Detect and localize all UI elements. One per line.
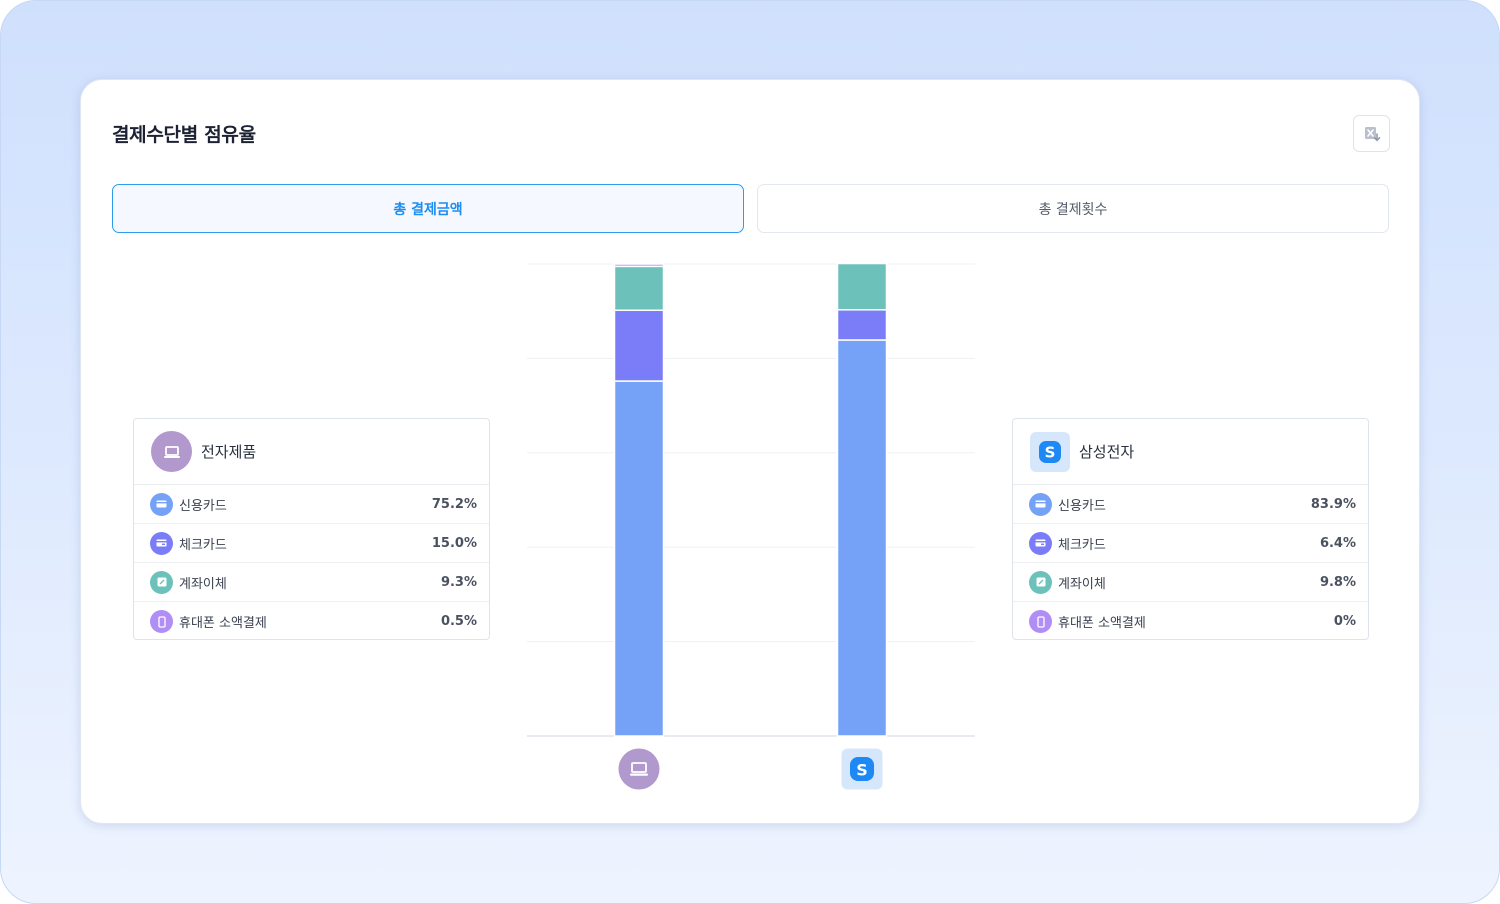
legend-row-credit: 신용카드 75.2%: [134, 485, 489, 524]
row-value: 83.9%: [1310, 496, 1356, 512]
bar-segment[interactable]: [613, 263, 665, 268]
legend-header: 전자제품: [134, 419, 489, 485]
row-label: 계좌이체: [1058, 576, 1106, 592]
legend-electronics: 전자제품 신용카드 75.2% 체크카드 15.0% 계좌이체 9.3%: [133, 418, 490, 640]
row-value: 0.5%: [440, 614, 477, 629]
row-label: 계좌이체: [179, 576, 227, 592]
row-value: 0%: [1333, 614, 1356, 629]
legend-row-transfer: 계좌이체 9.8%: [1013, 563, 1368, 602]
row-label: 휴대폰 소액결제: [1058, 616, 1146, 631]
merchant-name: 삼성전자: [1079, 443, 1135, 461]
credit-card-icon: [1029, 492, 1052, 516]
bar-segment[interactable]: [836, 339, 888, 737]
row-value: 15.0%: [431, 535, 477, 551]
samsung-s-icon: S: [1030, 431, 1070, 472]
excel-export-button[interactable]: [1353, 115, 1390, 152]
row-value: 75.2%: [431, 496, 477, 512]
row-label: 체크카드: [1058, 537, 1106, 553]
bar-segment[interactable]: [613, 309, 665, 382]
row-value: 9.3%: [440, 574, 477, 590]
row-value: 6.4%: [1319, 535, 1356, 551]
row-label: 체크카드: [179, 537, 227, 553]
tab-total-count[interactable]: 총 결제횟수: [757, 184, 1389, 233]
bar-segment[interactable]: [613, 265, 665, 312]
merchant-name: 전자제품: [201, 443, 257, 461]
samsung-s-icon: S: [841, 748, 883, 790]
svg-text:S: S: [856, 761, 868, 780]
legend-row-transfer: 계좌이체 9.3%: [134, 563, 489, 602]
payment-share-card: 결제수단별 점유율 총 결제금액 총 결제횟수 전자제품 신용카드 75.2%: [80, 79, 1420, 824]
bar-segment[interactable]: [836, 309, 888, 341]
legend-row-check: 체크카드 15.0%: [134, 524, 489, 563]
tab-total-amount[interactable]: 총 결제금액: [112, 184, 744, 233]
chart-canvas: [527, 263, 975, 737]
page-title: 결제수단별 점유율: [112, 124, 256, 146]
legend-row-credit: 신용카드 83.9%: [1013, 485, 1368, 524]
laptop-icon: [151, 431, 192, 472]
bar-segment[interactable]: [613, 380, 665, 737]
legend-row-mobile: 휴대폰 소액결제 0%: [1013, 602, 1368, 641]
credit-card-icon: [150, 492, 173, 516]
legend-samsung: S 삼성전자 신용카드 83.9% 체크카드 6.4% 계좌이체 9.8%: [1012, 418, 1369, 640]
transfer-icon: [1029, 570, 1052, 594]
legend-header: S 삼성전자: [1013, 419, 1368, 485]
check-card-icon: [1029, 531, 1052, 555]
row-label: 휴대폰 소액결제: [179, 616, 267, 631]
stacked-bar-chart: [527, 263, 975, 815]
mobile-icon: [1029, 610, 1052, 633]
transfer-icon: [150, 570, 173, 594]
laptop-icon: [618, 748, 660, 790]
row-value: 9.8%: [1319, 574, 1356, 590]
check-card-icon: [150, 531, 173, 555]
mobile-icon: [150, 610, 173, 633]
legend-row-mobile: 휴대폰 소액결제 0.5%: [134, 602, 489, 641]
row-label: 신용카드: [1058, 498, 1106, 514]
legend-row-check: 체크카드 6.4%: [1013, 524, 1368, 563]
excel-download-icon: [1364, 126, 1380, 141]
row-label: 신용카드: [179, 498, 227, 514]
bar-segment[interactable]: [836, 263, 888, 311]
svg-text:S: S: [1045, 443, 1056, 461]
